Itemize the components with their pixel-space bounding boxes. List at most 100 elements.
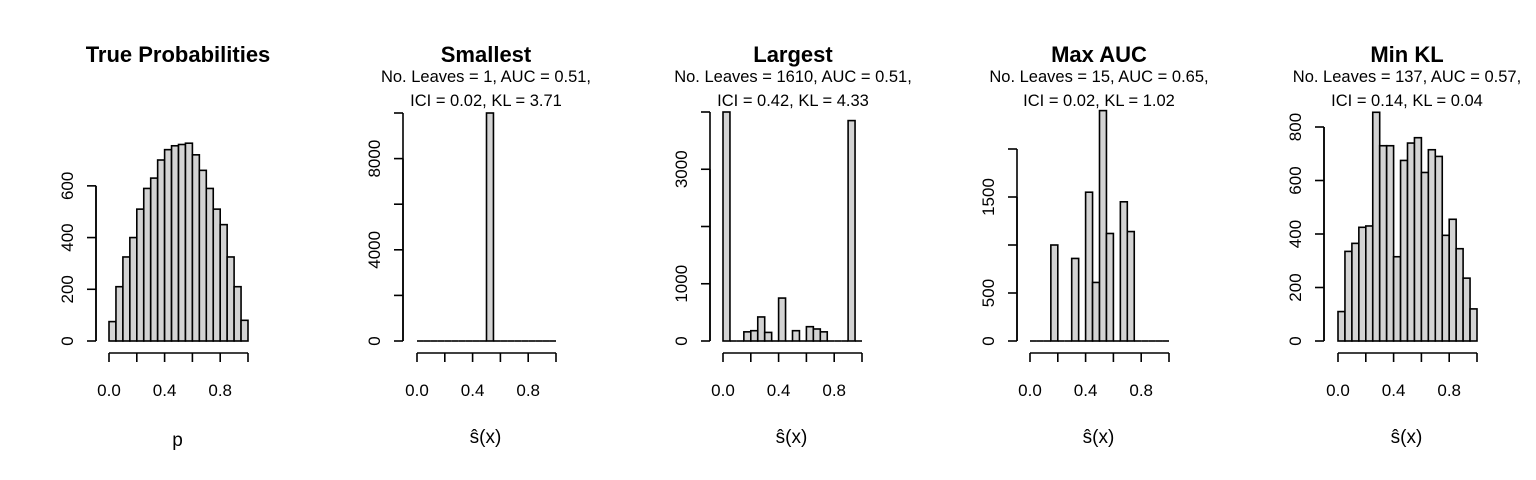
histogram-bar [749, 329, 759, 342]
histogram-bar [1371, 111, 1381, 342]
histogram-bar [1455, 247, 1464, 342]
x-tick-label: 0.0 [711, 381, 735, 400]
histogram-bar [1344, 250, 1353, 342]
panel-subtitle: No. Leaves = 15, AUC = 0.65, [989, 68, 1208, 86]
histogram-bar [847, 119, 856, 342]
histogram-bar [240, 319, 249, 342]
x-axis-label: ŝ(x) [776, 427, 808, 448]
panel-subtitle: ICI = 0.02, KL = 3.71 [410, 92, 562, 110]
histogram-bar [212, 208, 221, 342]
histogram-bar [1091, 281, 1101, 342]
y-tick-label: 1500 [979, 178, 998, 216]
x-tick-label: 0.4 [1382, 381, 1406, 400]
histogram-bar [805, 325, 815, 342]
panel-title: Max AUC [1051, 42, 1147, 67]
x-axis-label: ŝ(x) [470, 427, 502, 448]
y-tick-label: 500 [979, 279, 998, 307]
histogram-bar [1434, 155, 1444, 342]
histogram-bar [485, 112, 495, 342]
histogram-bar [149, 177, 159, 342]
x-tick-label: 0.8 [822, 381, 846, 400]
y-tick-label: 400 [1286, 220, 1305, 248]
histogram-bar [205, 187, 215, 342]
y-tick-label: 8000 [365, 140, 384, 178]
histogram-bar [1098, 109, 1108, 342]
y-tick-label: 3000 [672, 150, 691, 188]
y-tick-label: 0 [979, 336, 998, 345]
x-tick-label: 0.4 [1074, 381, 1098, 400]
histogram-bar [1105, 232, 1115, 342]
histogram-bar [184, 142, 194, 342]
panel-title: Smallest [441, 42, 532, 67]
x-tick-label: 0.8 [1129, 381, 1153, 400]
histogram-bar [1392, 255, 1402, 342]
histogram-bar [763, 331, 773, 342]
histogram-bar [1399, 159, 1409, 342]
histogram-bar [156, 159, 166, 342]
panel-subtitle: ICI = 0.02, KL = 1.02 [1023, 92, 1175, 110]
histogram-bar [142, 187, 152, 342]
histogram-bar [743, 331, 752, 342]
x-axis-label: ŝ(x) [1083, 427, 1115, 448]
histogram-bar [1385, 144, 1395, 342]
histogram-bar [1119, 201, 1129, 342]
x-tick-label: 0.0 [405, 381, 429, 400]
y-tick-label: 4000 [365, 231, 384, 269]
y-tick-label: 600 [1286, 166, 1305, 194]
histogram-bar [756, 316, 766, 342]
histogram-bar [115, 285, 124, 342]
histogram-bar [1351, 242, 1360, 342]
histogram-bar [1441, 234, 1450, 342]
histogram-bar [722, 111, 731, 342]
x-tick-label: 0.4 [767, 381, 791, 400]
histogram-panel: True Probabilities 0.0 0.4 0.8 p 0 200 400 600 [58, 42, 270, 451]
y-tick-label: 600 [58, 172, 77, 200]
y-tick-label: 400 [58, 223, 77, 251]
histogram-bar [1462, 277, 1471, 342]
histogram-bar [1420, 171, 1430, 342]
panel-subtitle: No. Leaves = 1, AUC = 0.51, [381, 68, 591, 86]
histogram-bar [1413, 136, 1423, 342]
histogram-bar [1406, 142, 1416, 342]
histogram-bar [1469, 308, 1478, 342]
y-tick-label: 800 [1286, 113, 1305, 141]
histogram-bar [129, 236, 138, 342]
x-axis-label: p [172, 430, 183, 451]
histogram-bar [163, 148, 173, 342]
x-tick-label: 0.8 [516, 381, 540, 400]
histogram-bar [777, 297, 787, 342]
y-tick-label: 0 [1286, 336, 1305, 345]
x-tick-label: 0.8 [1437, 381, 1461, 400]
x-tick-label: 0.8 [208, 381, 232, 400]
histogram-bar [1070, 257, 1080, 342]
histogram-bar [122, 256, 131, 342]
y-tick-label: 1000 [672, 265, 691, 303]
histogram-bar [1378, 144, 1388, 342]
panel-title: Largest [753, 42, 833, 67]
histogram-bar [136, 208, 145, 342]
histogram-bar [791, 329, 801, 342]
histogram-bar [191, 154, 201, 342]
histogram-bar [1337, 310, 1346, 342]
x-tick-label: 0.4 [461, 381, 485, 400]
panel-title: Min KL [1370, 42, 1443, 67]
histogram-bar [177, 143, 187, 342]
y-tick-label: 0 [365, 336, 384, 345]
y-tick-label: 0 [58, 336, 77, 345]
x-tick-label: 0.4 [153, 381, 177, 400]
histogram-bar [226, 256, 235, 342]
y-tick-label: 200 [1286, 273, 1305, 301]
histogram-bar [170, 144, 180, 342]
panel-subtitle: ICI = 0.14, KL = 0.04 [1331, 92, 1483, 110]
x-tick-label: 0.0 [1326, 381, 1350, 400]
histogram-bar [198, 169, 208, 342]
histogram-bar [819, 331, 829, 342]
histogram-bar [233, 285, 242, 342]
x-tick-label: 0.0 [1018, 381, 1042, 400]
x-tick-label: 0.0 [97, 381, 121, 400]
histogram-bar [219, 223, 228, 342]
